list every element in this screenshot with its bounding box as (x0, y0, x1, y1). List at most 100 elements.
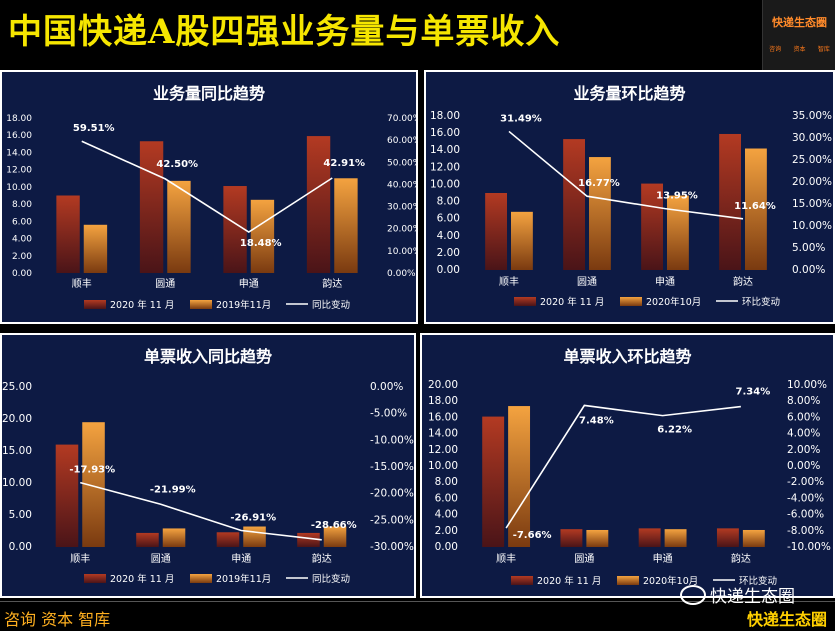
y2-tick-label: 10.00% (387, 247, 416, 257)
bar (719, 133, 741, 270)
y2-tick-label: 0.00% (387, 269, 416, 279)
data-label: 42.91% (323, 158, 365, 169)
bar (589, 157, 611, 270)
chart-title: 单票收入同比趋势 (143, 347, 272, 366)
x-tick-label: 申通 (239, 277, 259, 290)
legend-swatch (84, 574, 106, 583)
footer-tagline: 咨询 资本 智库 (4, 610, 111, 629)
x-tick-label: 顺丰 (496, 552, 516, 565)
data-label: 59.51% (73, 123, 115, 134)
y-tick-label: 6.00 (12, 217, 32, 227)
data-label: 13.95% (656, 191, 698, 202)
data-label: -7.66% (513, 530, 552, 541)
y2-tick-label: 6.00% (787, 411, 820, 423)
watermark: 快递生态圈 (680, 582, 795, 607)
y-tick-label: 15.00 (2, 445, 32, 457)
y2-tick-label: -6.00% (787, 509, 824, 521)
bar (745, 148, 767, 270)
legend-swatch (617, 576, 639, 585)
bar (586, 529, 609, 547)
x-tick-label: 圆通 (151, 553, 171, 565)
chart-panel-volume-mom: 业务量环比趋势 0.00 2.00 4.00 6.00 8.00 10.00 12.00 14… (424, 70, 835, 324)
y2-tick-label: -10.00% (787, 541, 831, 553)
bar (250, 199, 275, 273)
y-tick-label: 25.00 (2, 381, 32, 393)
y-tick-label: 0.00 (12, 269, 32, 279)
y2-tick-label: 35.00% (792, 110, 832, 122)
y-tick-label: 16.00 (6, 131, 32, 141)
y-tick-label: 14.00 (430, 144, 460, 156)
y-tick-label: 0.00 (9, 541, 32, 553)
y2-tick-label: 2.00% (787, 444, 820, 456)
x-tick-label: 申通 (655, 275, 675, 288)
y2-tick-label: 30.00% (792, 132, 832, 144)
bar (485, 193, 507, 270)
x-tick-label: 圆通 (155, 278, 175, 290)
y-tick-label: 0.00 (437, 264, 460, 276)
y-tick-label: 5.00 (9, 509, 32, 521)
legend-label: 同比变动 (312, 299, 350, 311)
footer-brand: 快递生态圈 (746, 610, 827, 629)
y-tick-label: 8.00 (12, 200, 32, 210)
bar (297, 532, 320, 547)
bar (306, 136, 331, 273)
y2-tick-label: -30.00% (370, 541, 414, 553)
y-tick-label: 2.00 (435, 525, 458, 537)
bar (243, 526, 266, 547)
y2-tick-label: -4.00% (787, 492, 824, 504)
y-tick-label: 10.00 (430, 178, 460, 190)
y-tick-label: 14.00 (428, 428, 458, 440)
legend-label: 2020 年 11 月 (537, 575, 601, 587)
chart-panel-revenue-yoy: 单票收入同比趋势 0.00 5.00 10.00 15.00 20.00 25.00 -30… (0, 333, 416, 598)
y2-tick-label: -20.00% (370, 488, 414, 500)
y-tick-label: 18.00 (430, 110, 460, 122)
y-tick-label: 2.00 (437, 247, 460, 259)
legend-swatch (620, 297, 642, 306)
bar (162, 528, 186, 547)
bar (664, 529, 687, 547)
data-label: 31.49% (500, 113, 542, 124)
y-tick-label: 12.00 (6, 166, 32, 176)
bar (716, 528, 739, 547)
y2-tick-label: 8.00% (787, 395, 820, 407)
series-line (81, 140, 333, 234)
bar (82, 422, 105, 547)
bar (323, 526, 347, 547)
page-title: 中国快递A股四强业务量与单票收入 (8, 12, 561, 52)
data-label: -26.91% (230, 513, 276, 524)
legend-swatch (514, 297, 536, 306)
legend-label: 2020 年 11 月 (540, 296, 604, 308)
series-line (80, 481, 322, 541)
data-label: 6.22% (657, 425, 692, 436)
wechat-icon (680, 584, 706, 605)
legend-label: 2020 年 11 月 (110, 299, 174, 311)
logo-subtext: 咨询 资本 智库 (763, 44, 835, 53)
legend-label: 2020 年 11 月 (110, 573, 174, 585)
legend-label: 环比变动 (742, 296, 780, 308)
y2-tick-label: 10.00% (787, 379, 827, 391)
x-tick-label: 顺丰 (72, 277, 92, 290)
legend-swatch (511, 576, 533, 585)
chart-panel-volume-yoy: 业务量同比趋势 0.00 2.00 4.00 6.00 8.00 10.00 12.00 14… (0, 70, 418, 324)
series-line (505, 404, 741, 529)
y-tick-label: 4.00 (12, 235, 32, 245)
data-label: 16.77% (578, 178, 620, 189)
legend-label: 2020年10月 (646, 296, 701, 308)
legend-label: 2020年10月 (643, 575, 698, 587)
y-tick-label: 12.00 (428, 444, 458, 456)
y-tick-label: 20.00 (428, 379, 458, 391)
y2-tick-label: 0.00% (792, 264, 825, 276)
logo-sub-item: 资本 (793, 46, 806, 53)
x-tick-label: 顺丰 (70, 552, 90, 565)
legend-label: 同比变动 (312, 573, 350, 585)
watermark-text: 快递生态圈 (710, 587, 795, 607)
y-tick-label: 4.00 (437, 230, 460, 242)
x-tick-label: 圆通 (574, 553, 594, 565)
legend-swatch (84, 300, 106, 309)
y2-tick-label: 0.00% (370, 381, 403, 393)
y2-tick-label: 0.00% (787, 460, 820, 472)
y2-tick-label: -5.00% (370, 408, 407, 420)
bar (560, 529, 583, 547)
chart-panel-revenue-mom: 单票收入环比趋势 0.00 2.00 4.00 6.00 8.00 10.00 12.00 1… (420, 333, 835, 598)
y-tick-label: 6.00 (435, 492, 458, 504)
